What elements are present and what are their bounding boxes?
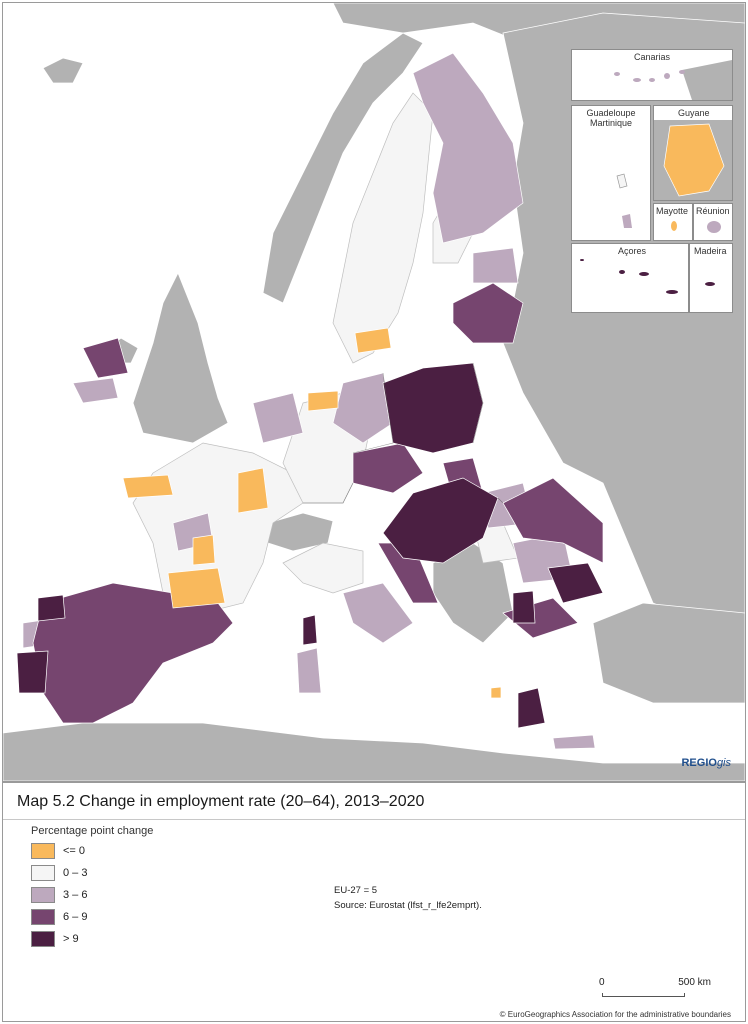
cyprus-area [552, 734, 596, 750]
regiogis-logo: REGIOgis [681, 757, 731, 769]
guyane-shapes [654, 120, 732, 200]
greece-isle [490, 686, 502, 699]
corsica [302, 614, 318, 646]
reunion-shapes [707, 221, 721, 233]
inset-label-reunion: Réunion [696, 206, 730, 216]
eu-note: EU-27 = 5 Source: Eurostat (lfst_r_lfe2e… [334, 883, 482, 913]
france-south [167, 567, 226, 609]
legend-label: 0 – 3 [63, 867, 88, 879]
map-title: Map 5.2 Change in employment rate (20–64… [17, 793, 425, 810]
source-text: Source: Eurostat (lfst_r_lfe2emprt). [334, 900, 482, 911]
regiogis-name: REGIO [681, 757, 717, 769]
legend-swatch [31, 865, 55, 881]
italy-north [282, 542, 364, 594]
turkey [592, 602, 745, 704]
regions-gt-9 [16, 362, 604, 729]
guadeloupe-martinique-text: Guadeloupe Martinique [586, 108, 636, 128]
poland-east [382, 362, 484, 454]
regions-3-6 [22, 52, 596, 750]
title-divider [3, 819, 745, 820]
legend-swatch [31, 931, 55, 947]
inset-label-canarias: Canarias [634, 52, 671, 62]
france-atlantic [122, 474, 174, 499]
legend-swatch [31, 843, 55, 859]
czechia [352, 442, 424, 494]
latvia-lithuania [452, 282, 524, 344]
norway [262, 32, 424, 304]
legend-label: <= 0 [63, 845, 86, 857]
inset-guadeloupe: Guadeloupe Martinique [571, 105, 651, 241]
poland-west [332, 372, 394, 444]
scale-line [602, 993, 685, 997]
north-macedonia-region [512, 590, 536, 624]
inset-label-madeira: Madeira [694, 246, 727, 256]
legend-label: 6 – 9 [63, 911, 88, 923]
france-centre-east [192, 534, 216, 566]
iceland [42, 57, 84, 84]
inset-label-guyane: Guyane [678, 108, 710, 118]
regiogis-suffix: gis [716, 757, 731, 769]
estonia [472, 247, 519, 284]
inset-label-acores: Açores [618, 246, 647, 256]
legend-swatch [31, 887, 55, 903]
regions-le-0 [122, 327, 502, 699]
italy-central [342, 582, 414, 644]
slovakia-hungary [382, 477, 499, 564]
map-frame: Canarias Guadeloupe Martinique Guyane Ma… [2, 2, 746, 782]
acores-shapes [580, 259, 678, 294]
inset-guyane: Guyane [653, 105, 733, 201]
legend-swatch [31, 909, 55, 925]
inset-acores: Açores [571, 243, 689, 313]
inset-label-mayotte: Mayotte [656, 206, 689, 216]
legend-label: > 9 [63, 933, 79, 945]
inset-madeira: Madeira [689, 243, 733, 313]
north-africa [3, 722, 745, 781]
western-balkans [432, 542, 514, 644]
scale-start-label: 0 [599, 977, 605, 988]
inset-canarias: Canarias [571, 49, 733, 101]
bulgaria [547, 562, 604, 604]
ireland-south [72, 377, 119, 404]
romania [502, 477, 604, 564]
copyright-text: © EuroGeographics Association for the ad… [499, 1010, 731, 1019]
sardinia [296, 647, 322, 694]
guadeloupe-shapes [616, 173, 632, 228]
canarias-shapes [614, 60, 732, 100]
benelux [252, 392, 304, 444]
finland-north [412, 52, 524, 244]
spain-galicia [37, 594, 66, 622]
regions-6-9 [32, 282, 604, 724]
denmark-germany-border [307, 390, 339, 412]
inset-label-guadeloupe: Guadeloupe Martinique [580, 108, 642, 128]
inset-mayotte: Mayotte [653, 203, 693, 241]
france-central [237, 467, 269, 514]
scale-end-label: 500 km [678, 977, 711, 988]
great-britain [132, 272, 229, 444]
sweden-south [354, 327, 392, 354]
scale-bar: 0 500 km [599, 977, 711, 1001]
legend-title: Percentage point change [31, 825, 154, 837]
greece-south [517, 687, 546, 729]
madeira-shapes [705, 282, 715, 286]
mayotte-shapes [671, 221, 677, 231]
inset-reunion: Réunion [693, 203, 733, 241]
eu-average-text: EU-27 = 5 [334, 885, 378, 896]
borders [303, 362, 504, 504]
legend-label: 3 – 6 [63, 889, 88, 901]
legend-panel: Map 5.2 Change in employment rate (20–64… [2, 782, 746, 1022]
ireland-west [82, 337, 129, 379]
portugal-center [16, 650, 49, 694]
